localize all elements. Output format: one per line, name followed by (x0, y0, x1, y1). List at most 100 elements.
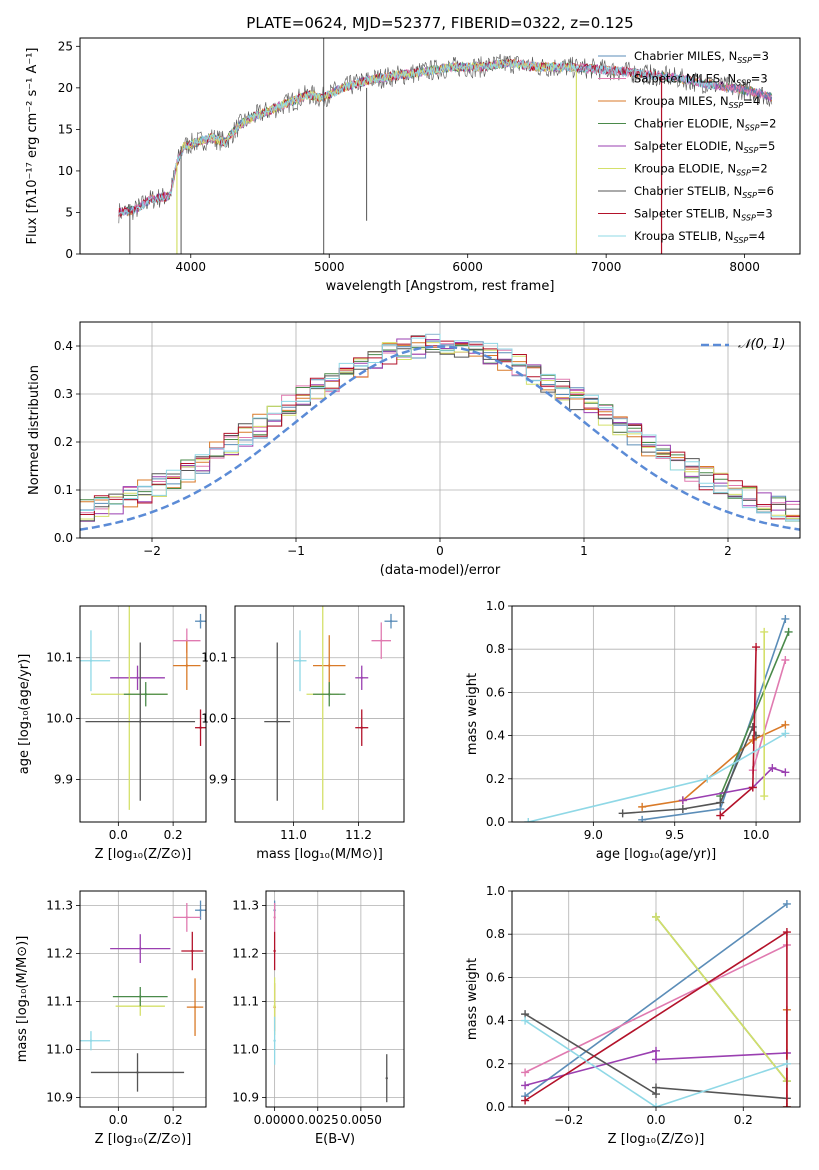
y-tick-label: 0.6 (486, 970, 505, 984)
y-tick-label: 0.0 (486, 815, 505, 829)
series-marker-kroupa_miles (781, 720, 790, 729)
y-axis-label: Normed distribution (27, 365, 42, 495)
y-tick-label: 0.4 (486, 1014, 505, 1028)
point-chabrier_stelib (136, 1071, 139, 1074)
x-tick-label: 0.0 (109, 828, 128, 842)
plot-area (264, 606, 398, 810)
series-marker-chabrier_elodie (784, 627, 793, 636)
y-tick-label: 0 (65, 247, 73, 261)
y-tick-label: 0.8 (486, 927, 505, 941)
axes-frame (511, 890, 801, 1108)
series-line-kroupa_stelib (528, 732, 786, 822)
y-tick-label: 10 (58, 164, 73, 178)
y-tick-label: 0.0 (54, 531, 73, 545)
series-marker-kroupa_elodie (652, 912, 660, 921)
point-salpeter_stelib (191, 949, 194, 953)
panel-residuals: −2 −1 0 1 2 0.0 0.1 0.2 0.3 0.4 (data-model)/error… (27, 321, 801, 578)
series-marker-kroupa_elodie (760, 627, 769, 636)
plot-area (521, 899, 791, 1107)
y-tick-label: 10.9 (232, 1090, 259, 1104)
series-marker-salpeter_elodie (781, 768, 790, 777)
point-chabrier_miles (199, 909, 202, 912)
series-marker-salpeter_stelib (748, 783, 757, 792)
y-tick-label: 10.0 (201, 712, 228, 726)
y-tick-label: 0.6 (486, 685, 505, 699)
series-marker-salpeter_elodie (521, 1081, 530, 1090)
y-tick-label: 9.9 (209, 772, 228, 786)
point-salpeter_elodie (136, 676, 139, 679)
legend-label: Salpeter ELODIE, NSSP=5 (634, 139, 775, 155)
series-marker-kroupa_stelib (782, 1059, 791, 1068)
x-axis-label: mass [log₁₀(M/M⊙)] (256, 847, 383, 862)
series-marker-chabrier_miles (638, 815, 647, 822)
x-axis-label: (data-model)/error (380, 563, 501, 578)
point-salpeter_elodie (139, 947, 142, 950)
axes-frame (79, 37, 801, 255)
x-tick-label: 0.0 (109, 1113, 128, 1127)
x-tick-label: −1 (287, 544, 305, 558)
legend-label-normal: 𝒩(0, 1) (738, 337, 785, 352)
series-marker-kroupa_stelib (703, 774, 712, 783)
series-marker-kroupa_miles (638, 802, 647, 811)
series-line-kroupa_stelib (524, 1019, 788, 1107)
point-salpeter_stelib (360, 726, 363, 729)
series-line-chabrier_miles (524, 903, 788, 1097)
point-salpeter_miles (380, 639, 383, 642)
series-marker-chabrier_miles (781, 614, 790, 623)
x-tick-label: 0.0000 (254, 1113, 296, 1127)
series-marker-kroupa_stelib (652, 1103, 660, 1107)
point-chabrier_miles (199, 620, 202, 623)
x-tick-label: 10.0 (743, 828, 770, 842)
point-salpeter_stelib (199, 726, 202, 729)
legend-label: Chabrier ELODIE, NSSP=2 (634, 117, 776, 133)
y-tick-label: 0.2 (486, 1057, 505, 1071)
x-tick-label: 9.0 (584, 828, 603, 842)
point-kroupa_miles (328, 664, 331, 667)
x-tick-label: 0.2 (734, 1113, 753, 1127)
x-tick-label: 6000 (452, 260, 483, 274)
legend-label: Salpeter STELIB, NSSP=3 (634, 207, 773, 223)
point-salpeter_stelib (273, 949, 276, 953)
y-tick-label: 11.0 (46, 1042, 73, 1056)
x-tick-label: 0.0025 (297, 1113, 339, 1127)
y-tick-label: 11.2 (46, 946, 73, 960)
x-tick-label: 4000 (175, 260, 206, 274)
legend-label: Kroupa STELIB, NSSP=4 (634, 229, 765, 245)
point-salpeter_miles (185, 916, 189, 919)
series-marker-salpeter_stelib (716, 811, 725, 820)
series-marker-kroupa_stelib (524, 818, 533, 822)
y-tick-label: 0.1 (54, 483, 73, 497)
y-tick-label: 10.1 (201, 651, 228, 665)
y-tick-label: 0.0 (486, 1100, 505, 1114)
panel-massweight_vs_Z: −0.2 0.0 0.2 0.0 0.2 0.4 0.6 0.8 1.0 Z [log₁₀(Z/Z… (465, 884, 801, 1147)
series-line-salpeter_miles (752, 659, 787, 771)
x-tick-label: 0.2 (164, 828, 183, 842)
series-marker-chabrier_stelib (618, 809, 627, 818)
panel-massweight_vs_age: 9.0 9.5 10.0 0.0 0.2 0.4 0.6 0.8 1.0 age [log₁₀(a… (465, 599, 801, 862)
y-tick-label: 25 (58, 39, 73, 53)
x-tick-label: −2 (143, 544, 161, 558)
legend-label: Kroupa MILES, NSSP=4 (634, 94, 760, 110)
series-marker-salpeter_stelib (752, 643, 761, 652)
point-kroupa_stelib (298, 659, 302, 662)
y-tick-label: 10.0 (46, 712, 73, 726)
series-marker-kroupa_miles (748, 735, 757, 744)
x-axis-label: age [log₁₀(age/yr)] (596, 847, 717, 862)
series-line-salpeter_miles (524, 944, 788, 1074)
series-marker-chabrier_stelib (652, 1083, 660, 1092)
point-salpeter_miles (273, 916, 276, 919)
y-axis-label: mass [log₁₀(M/M⊙)] (15, 936, 30, 1063)
y-axis-label: mass weight (465, 958, 480, 1040)
y-tick-label: 15 (58, 122, 73, 136)
x-axis-label: Z [log₁₀(Z/Z⊙)] (95, 1132, 192, 1147)
x-tick-label: 1 (580, 544, 588, 558)
series-marker-chabrier_stelib (748, 722, 757, 731)
y-tick-label: 11.3 (46, 898, 73, 912)
point-salpeter_miles (185, 639, 189, 642)
panel-mass_vs_EBV: 0.0000 0.0025 0.0050 10.9 11.0 11.1 11.2 11.3 E(… (232, 890, 405, 1147)
y-tick-label: 1.0 (486, 884, 505, 898)
y-tick-label: 0.4 (486, 729, 505, 743)
spectrum-legend: Chabrier MILES, NSSP=3 Salpeter MILES, NS… (598, 49, 776, 245)
series-line-chabrier_stelib (622, 724, 757, 815)
